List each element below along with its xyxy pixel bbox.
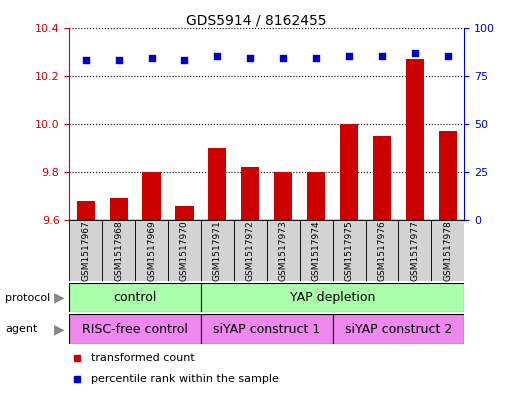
Bar bbox=[340, 124, 358, 220]
Point bbox=[411, 50, 419, 56]
Bar bbox=[406, 59, 424, 220]
Bar bbox=[135, 220, 168, 281]
Text: GDS5914 / 8162455: GDS5914 / 8162455 bbox=[186, 14, 327, 28]
Text: GSM1517967: GSM1517967 bbox=[81, 220, 90, 281]
Bar bbox=[365, 220, 399, 281]
Text: GSM1517974: GSM1517974 bbox=[311, 220, 321, 281]
Bar bbox=[201, 220, 234, 281]
Bar bbox=[175, 206, 193, 220]
Bar bbox=[241, 167, 260, 220]
Bar bbox=[274, 172, 292, 220]
Point bbox=[312, 55, 320, 61]
Point bbox=[147, 55, 155, 61]
Bar bbox=[332, 220, 365, 281]
Text: percentile rank within the sample: percentile rank within the sample bbox=[91, 374, 279, 384]
Text: siYAP construct 1: siYAP construct 1 bbox=[213, 323, 321, 336]
Bar bbox=[332, 314, 464, 344]
Text: siYAP construct 2: siYAP construct 2 bbox=[345, 323, 452, 336]
Bar bbox=[69, 220, 102, 281]
Bar bbox=[143, 172, 161, 220]
Bar bbox=[168, 220, 201, 281]
Bar bbox=[201, 314, 332, 344]
Text: GSM1517970: GSM1517970 bbox=[180, 220, 189, 281]
Bar bbox=[69, 283, 201, 312]
Text: GSM1517976: GSM1517976 bbox=[378, 220, 386, 281]
Text: ▶: ▶ bbox=[54, 291, 64, 305]
Text: GSM1517977: GSM1517977 bbox=[410, 220, 420, 281]
Bar bbox=[300, 220, 332, 281]
Point bbox=[114, 57, 123, 63]
Text: GSM1517969: GSM1517969 bbox=[147, 220, 156, 281]
Point bbox=[345, 53, 353, 59]
Bar bbox=[439, 131, 457, 220]
Text: GSM1517975: GSM1517975 bbox=[345, 220, 353, 281]
Text: transformed count: transformed count bbox=[91, 353, 195, 364]
Text: agent: agent bbox=[5, 324, 37, 334]
Bar bbox=[267, 220, 300, 281]
Text: ▶: ▶ bbox=[54, 322, 64, 336]
Point bbox=[444, 53, 452, 59]
Point bbox=[279, 55, 287, 61]
Point bbox=[246, 55, 254, 61]
Point bbox=[213, 53, 222, 59]
Text: GSM1517972: GSM1517972 bbox=[246, 220, 255, 281]
Bar bbox=[201, 283, 464, 312]
Bar bbox=[234, 220, 267, 281]
Bar bbox=[399, 220, 431, 281]
Bar bbox=[69, 314, 201, 344]
Text: GSM1517973: GSM1517973 bbox=[279, 220, 288, 281]
Point bbox=[181, 57, 189, 63]
Text: protocol: protocol bbox=[5, 293, 50, 303]
Point bbox=[378, 53, 386, 59]
Bar bbox=[373, 136, 391, 220]
Text: RISC-free control: RISC-free control bbox=[82, 323, 188, 336]
Text: GSM1517978: GSM1517978 bbox=[443, 220, 452, 281]
Bar bbox=[431, 220, 464, 281]
Bar bbox=[208, 148, 226, 220]
Text: GSM1517971: GSM1517971 bbox=[213, 220, 222, 281]
Bar bbox=[110, 198, 128, 220]
Text: YAP depletion: YAP depletion bbox=[290, 291, 376, 304]
Bar bbox=[307, 172, 325, 220]
Bar bbox=[76, 201, 95, 220]
Text: control: control bbox=[113, 291, 157, 304]
Text: GSM1517968: GSM1517968 bbox=[114, 220, 123, 281]
Bar bbox=[102, 220, 135, 281]
Point bbox=[82, 57, 90, 63]
